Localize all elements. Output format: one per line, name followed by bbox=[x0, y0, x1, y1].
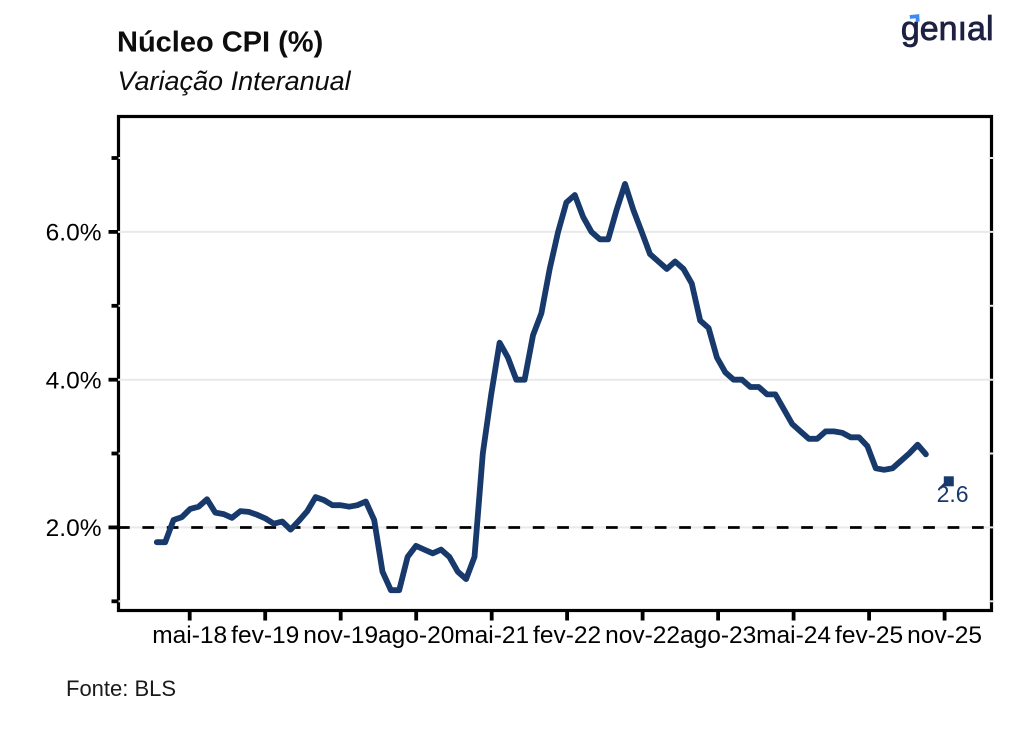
svg-text:2.0%: 2.0% bbox=[46, 515, 102, 542]
svg-text:Núcleo CPI (%): Núcleo CPI (%) bbox=[117, 27, 323, 59]
svg-text:ago-20: ago-20 bbox=[378, 622, 454, 649]
svg-text:nov-19: nov-19 bbox=[303, 622, 378, 649]
svg-text:ago-23: ago-23 bbox=[680, 622, 756, 649]
svg-text:fev-19: fev-19 bbox=[231, 622, 299, 649]
svg-text:fev-25: fev-25 bbox=[835, 622, 903, 649]
svg-text:mai-24: mai-24 bbox=[756, 622, 831, 649]
svg-text:nov-25: nov-25 bbox=[907, 622, 982, 649]
svg-text:fev-22: fev-22 bbox=[533, 622, 601, 649]
svg-text:mai-18: mai-18 bbox=[152, 622, 227, 649]
svg-text:4.0%: 4.0% bbox=[46, 367, 102, 394]
svg-text:6.0%: 6.0% bbox=[46, 220, 102, 247]
svg-text:2.6: 2.6 bbox=[937, 481, 969, 507]
svg-text:Variação Interanual: Variação Interanual bbox=[118, 66, 352, 96]
svg-text:nov-22: nov-22 bbox=[605, 622, 680, 649]
svg-text:Fonte: BLS: Fonte: BLS bbox=[66, 676, 176, 701]
svg-text:mai-21: mai-21 bbox=[454, 622, 529, 649]
